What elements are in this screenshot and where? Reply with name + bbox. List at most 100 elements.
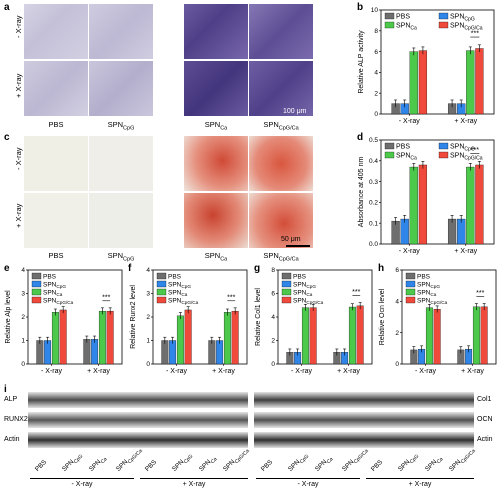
legend-label: PBS xyxy=(396,144,410,151)
micrograph-cpgca-plus-c xyxy=(249,193,313,248)
x-tick-label: + X-ray xyxy=(461,368,484,375)
lane-label: SPNCpG/Ca xyxy=(341,448,370,473)
y-tick-label: 6 xyxy=(395,267,399,274)
legend-swatch xyxy=(384,151,395,159)
legend-swatch xyxy=(405,296,416,304)
bar xyxy=(409,51,418,115)
row-label-plus-xray-c: + X-ray xyxy=(14,203,23,228)
y-tick-label: 0.4 xyxy=(369,158,378,165)
legend-swatch xyxy=(384,21,395,29)
lane-label: SPNCpG xyxy=(397,453,421,473)
y-axis-label: Absorbance at 405 nm xyxy=(358,157,365,228)
scale-bar-c xyxy=(286,245,310,247)
panel-label-i: i xyxy=(4,384,7,395)
lane-label: PBS xyxy=(144,458,159,473)
y-tick-label: 0 xyxy=(395,361,399,368)
legend-swatch xyxy=(281,296,292,304)
lane-label: SPNCpG xyxy=(287,453,311,473)
legend-label: PBS xyxy=(168,274,182,281)
bar xyxy=(348,306,356,365)
y-tick-label: 2 xyxy=(146,314,150,321)
lane-label: SPNCpG xyxy=(171,453,195,473)
bar xyxy=(466,50,475,115)
group-label-minus-left: - X-ray xyxy=(71,481,93,488)
lane-label: SPNCa xyxy=(198,456,219,473)
panel-label-g: g xyxy=(254,263,261,274)
col-label-pbs: PBS xyxy=(48,120,64,129)
legend-swatch xyxy=(31,288,42,296)
legend-label: SPNCpG xyxy=(293,282,316,290)
lane-label: SPNCpG/Ca xyxy=(448,448,477,473)
lane-label: SPNCpG xyxy=(61,453,85,473)
x-tick-label: - X-ray xyxy=(415,368,437,375)
panel-label-e: e xyxy=(4,263,10,274)
blot-actin-left xyxy=(28,432,248,448)
micrograph-cpgca-minus xyxy=(249,4,313,59)
bar xyxy=(169,340,177,365)
significance-label: *** xyxy=(471,31,479,38)
legend-swatch xyxy=(384,12,395,20)
legend-swatch xyxy=(405,272,416,280)
bar xyxy=(176,315,184,365)
col-label-ca-c: SPNCa xyxy=(204,251,228,263)
bar xyxy=(36,340,44,365)
chart-b: 0 2 4 6 8 10 Relative ALP activity - X-ray + X-r… xyxy=(358,7,495,125)
plot-frame xyxy=(380,139,495,245)
y-tick-label: 2 xyxy=(21,314,25,321)
bar xyxy=(309,307,317,365)
legend-label: SPNCa xyxy=(43,290,63,298)
x-tick-label: - X-ray xyxy=(399,248,421,255)
legend-label: SPNCa xyxy=(396,23,417,32)
legend-label: SPNCpG xyxy=(450,144,475,153)
y-tick-label: 0.3 xyxy=(369,179,378,186)
y-axis-label: Relative Ocn level xyxy=(379,288,386,345)
micrograph-pbs-minus-c xyxy=(24,136,88,191)
panel-label-c: c xyxy=(4,132,10,143)
y-tick-label: 0 xyxy=(21,361,25,368)
col-label-cpgca: SPNCpG/Ca xyxy=(263,120,299,132)
lane-label: SPNCa xyxy=(88,456,109,473)
blot-runx2 xyxy=(28,412,248,428)
bar xyxy=(472,306,480,365)
bar xyxy=(418,164,428,245)
row-label-minus-xray: - X-ray xyxy=(14,15,23,39)
micrograph-pbs-plus-c xyxy=(24,193,88,248)
y-tick-label: 0 xyxy=(374,111,378,118)
y-axis-label: Relative ALP activity xyxy=(358,30,365,94)
col-label-pbs-c: PBS xyxy=(48,251,64,260)
chart-d: 0.0 0.1 0.2 0.3 0.4 0.5 Absorbance at 405 nm - … xyxy=(358,137,495,255)
legend-swatch xyxy=(156,280,167,288)
legend-swatch xyxy=(384,142,395,150)
y-tick-label: 4 xyxy=(271,314,275,321)
legend-label: PBS xyxy=(293,274,307,281)
x-tick-label: - X-ray xyxy=(41,368,63,375)
legend-swatch xyxy=(438,12,449,20)
plot-frame xyxy=(380,9,495,115)
x-tick-label: - X-ray xyxy=(291,368,313,375)
y-tick-label: 8 xyxy=(374,28,378,35)
legend-swatch xyxy=(438,142,449,150)
col-label-cpg: SPNCpG xyxy=(107,120,135,132)
micrograph-ca-plus-c xyxy=(184,193,248,248)
bar xyxy=(98,310,106,365)
legend-swatch xyxy=(156,288,167,296)
y-tick-label: 4 xyxy=(21,267,25,274)
x-tick-label: + X-ray xyxy=(337,368,360,375)
significance-label: *** xyxy=(476,290,484,297)
bar xyxy=(59,309,67,365)
lane-label: SPNCa xyxy=(314,456,335,473)
plot-frame xyxy=(401,269,497,365)
group-line xyxy=(366,478,474,479)
y-tick-label: 0 xyxy=(146,361,150,368)
group-line xyxy=(256,478,360,479)
legend-label: SPNCpG xyxy=(417,282,440,290)
legend-swatch xyxy=(438,21,449,29)
chart-e: 0 1 2 3 4 Relative Alp level - X-ray + X-ray ***… xyxy=(5,267,123,375)
scale-bar-a xyxy=(286,117,310,119)
group-line xyxy=(140,478,248,479)
micrograph-cpg-minus-c xyxy=(89,136,153,191)
x-tick-label: - X-ray xyxy=(399,118,421,125)
panel-label-d: d xyxy=(357,132,364,143)
bar xyxy=(457,218,466,245)
legend-label: SPNCpG/Ca xyxy=(450,23,483,32)
